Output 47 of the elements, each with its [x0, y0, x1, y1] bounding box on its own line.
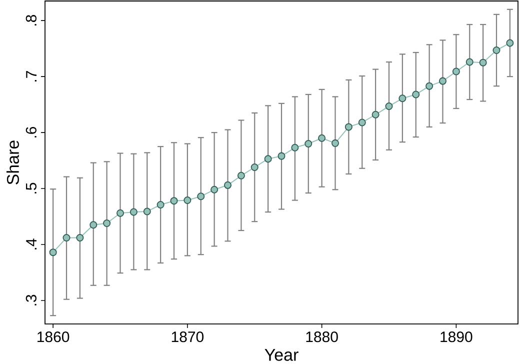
- y-tick-label: .3: [26, 294, 36, 306]
- point: [372, 110, 380, 118]
- point: [344, 123, 352, 131]
- x-tick-label: 1870: [172, 332, 204, 342]
- y-tick-label: .6: [26, 126, 36, 138]
- point: [224, 181, 232, 189]
- point: [331, 139, 339, 147]
- point: [156, 201, 164, 209]
- point: [62, 234, 70, 242]
- point: [90, 221, 98, 229]
- point: [385, 102, 393, 110]
- x-tick-label: 1860: [38, 332, 70, 342]
- point: [318, 134, 326, 142]
- point: [116, 209, 124, 217]
- point: [49, 248, 57, 256]
- point: [438, 77, 446, 85]
- point: [492, 46, 500, 54]
- x-tick-label: 1890: [440, 332, 472, 342]
- point: [250, 164, 258, 171]
- point: [358, 118, 366, 126]
- point: [130, 208, 138, 216]
- point: [452, 68, 460, 76]
- y-tick-label: .4: [26, 238, 36, 250]
- y-tick-label: .5: [26, 182, 36, 194]
- point: [479, 58, 487, 66]
- point: [143, 208, 151, 216]
- point: [398, 94, 406, 102]
- point: [412, 90, 420, 98]
- point: [103, 219, 111, 227]
- y-tick-label: .7: [26, 71, 36, 82]
- point: [76, 234, 84, 242]
- y-tick-label: .8: [26, 14, 36, 26]
- point: [506, 39, 514, 47]
- point: [210, 186, 218, 194]
- point: [170, 197, 178, 205]
- point: [197, 192, 205, 200]
- point: [264, 155, 272, 163]
- point: [304, 140, 312, 148]
- point: [466, 58, 474, 66]
- point: [237, 172, 245, 180]
- point: [291, 144, 299, 152]
- x-tick-label: 1880: [306, 332, 338, 342]
- point: [184, 196, 192, 204]
- y-axis-title: Share: [6, 140, 19, 184]
- point: [426, 82, 434, 90]
- x-axis-title: Year: [264, 349, 298, 361]
- point: [278, 152, 286, 160]
